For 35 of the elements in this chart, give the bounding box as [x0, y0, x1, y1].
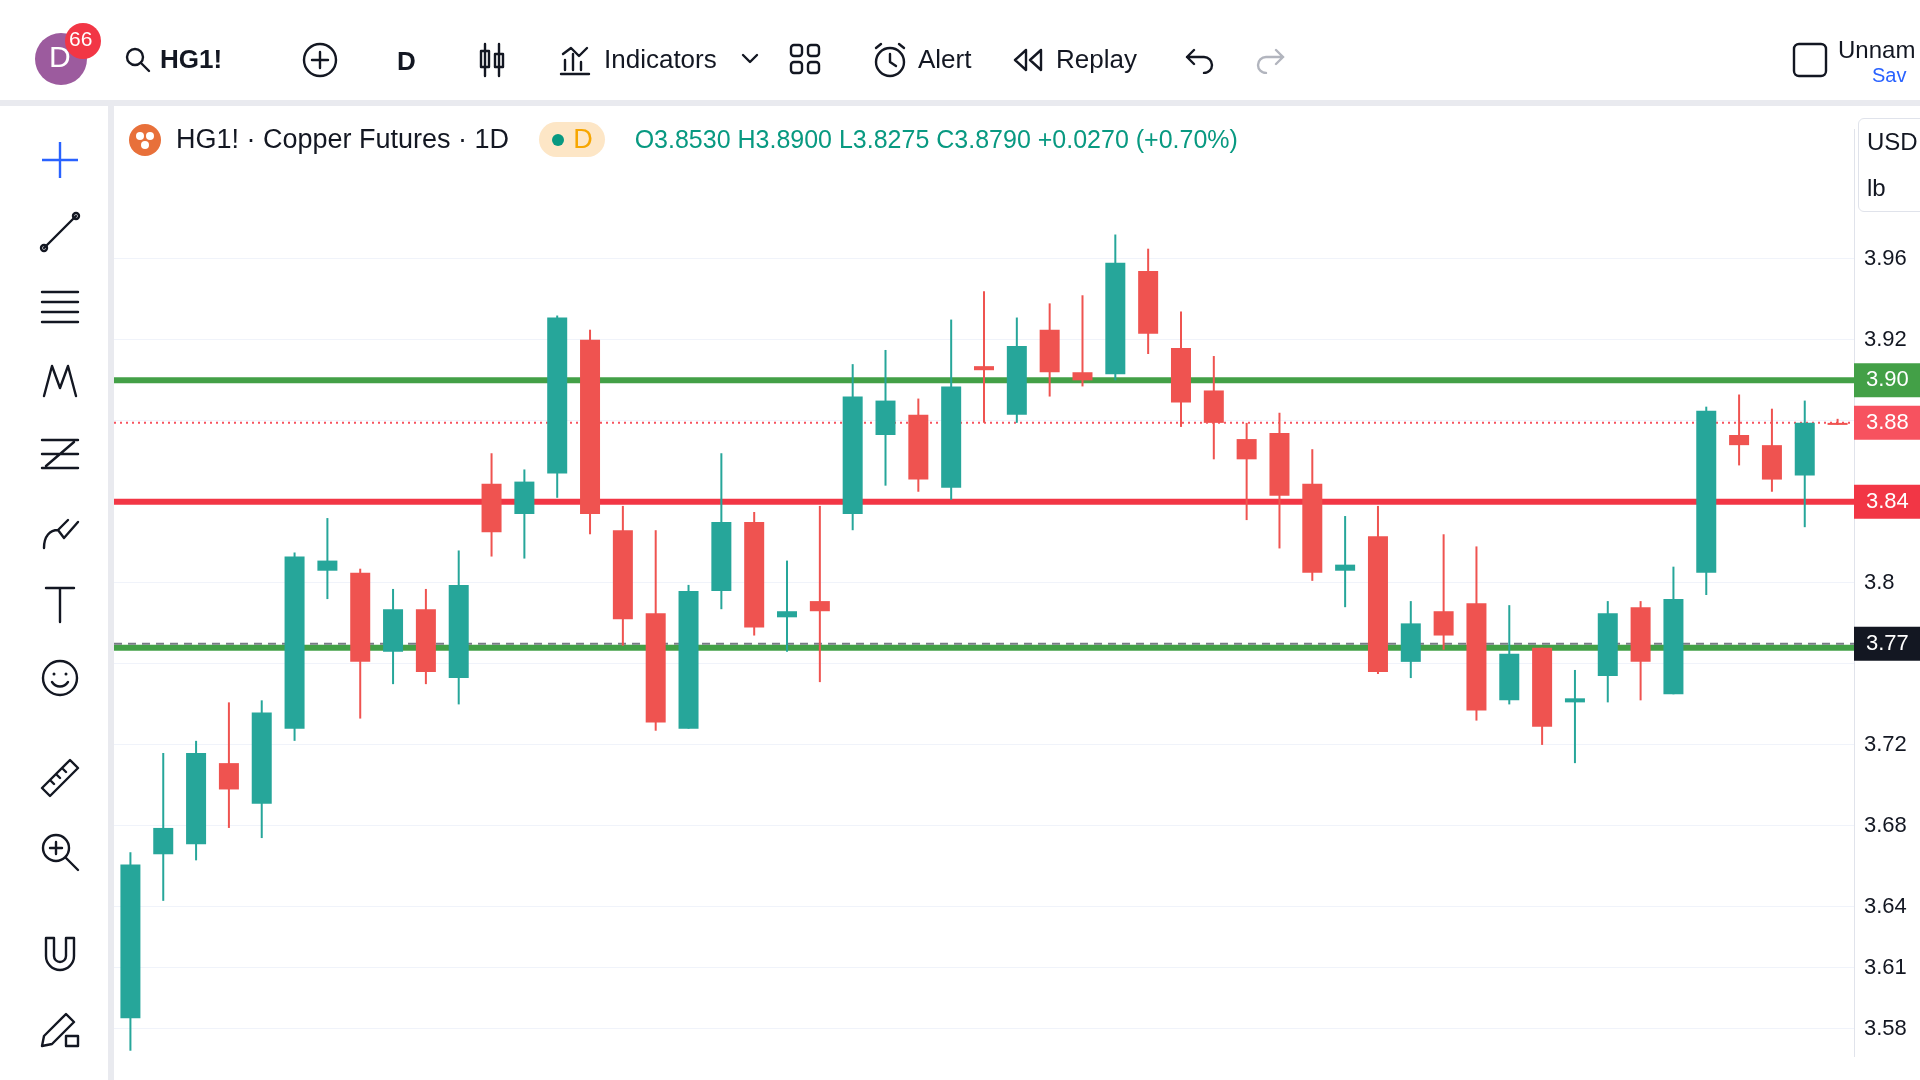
- candlestick: [777, 559, 798, 653]
- ref-line-label: 3.88: [1866, 408, 1909, 434]
- ref-line-label: 3.84: [1866, 487, 1909, 513]
- candlestick: [974, 290, 994, 424]
- candlestick: [317, 517, 338, 601]
- text: D: [49, 40, 71, 74]
- text: USD: [1867, 127, 1919, 157]
- candlestick: [1335, 515, 1356, 609]
- chart-title: HG1! · Copper Futures · 1D: [176, 124, 510, 155]
- y-tick-label: 3.96: [1864, 244, 1907, 270]
- ref-line-label: 3.90: [1866, 366, 1909, 392]
- text: Replay: [1056, 44, 1137, 75]
- text: D: [397, 46, 416, 77]
- y-tick-label: 3.92: [1864, 325, 1907, 351]
- y-tick-label: 3.72: [1864, 730, 1907, 756]
- text: lb: [1867, 173, 1887, 203]
- candlestick: [1729, 393, 1750, 467]
- ref-line-label: 3.77: [1866, 629, 1909, 655]
- text: Indicators: [604, 44, 717, 75]
- text: Unnam: [1838, 36, 1916, 64]
- y-tick-label: 3.61: [1864, 953, 1907, 979]
- y-tick-label: 3.8: [1864, 568, 1895, 594]
- annotation: O3.8530 H3.8900 L3.8275 C3.8790 +0.0270 (+0.70%): [634, 125, 1238, 154]
- y-tick-label: 3.58: [1864, 1014, 1907, 1040]
- annotation: D: [573, 124, 593, 155]
- text: 66: [69, 27, 93, 50]
- text: HG1!: [160, 44, 223, 75]
- candlestick: [809, 504, 830, 684]
- candlestick: [1072, 294, 1093, 388]
- candlestick: [1236, 421, 1257, 522]
- y-tick-label: 3.64: [1864, 892, 1907, 918]
- text: Alert: [918, 44, 972, 75]
- candlestick: [1564, 668, 1585, 765]
- text: Sav: [1872, 64, 1907, 87]
- y-tick-label: 3.68: [1864, 811, 1907, 837]
